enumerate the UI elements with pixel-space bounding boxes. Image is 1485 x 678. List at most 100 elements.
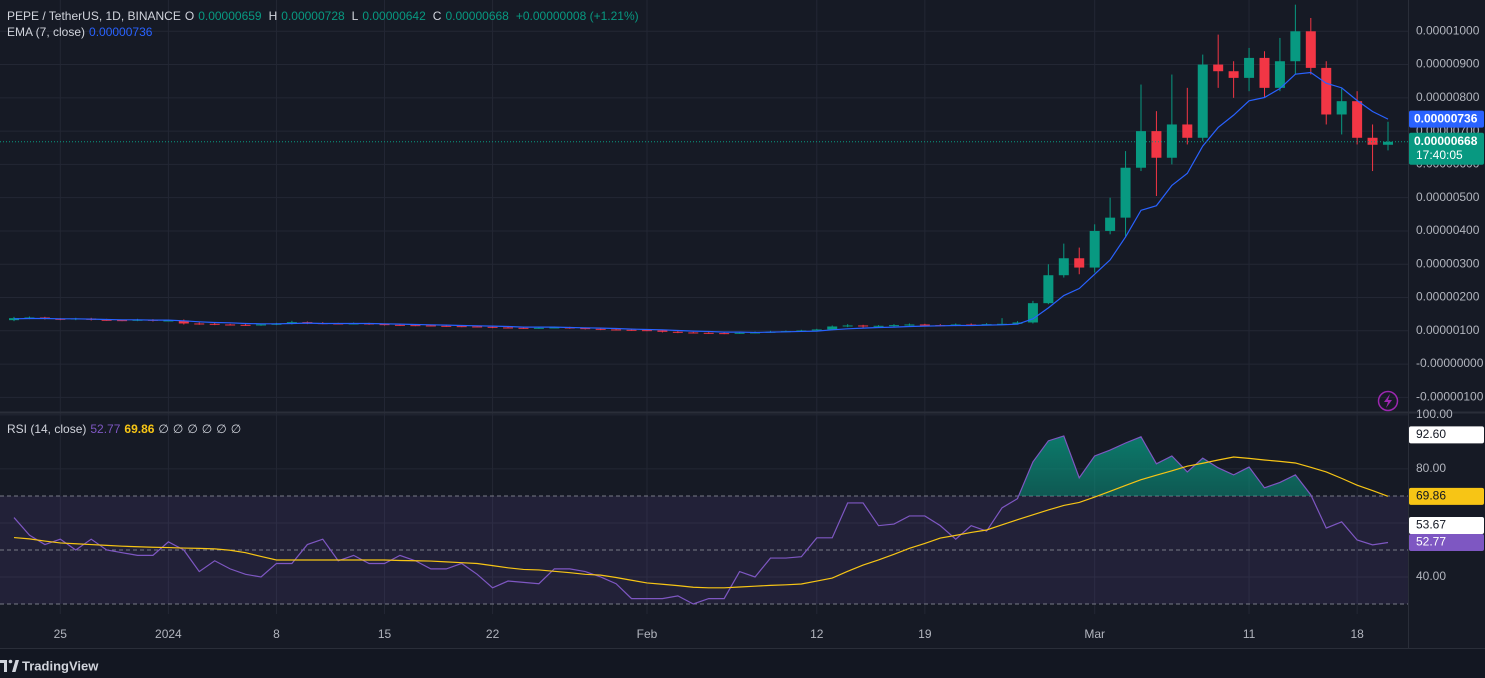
alert-icon[interactable] (1377, 390, 1399, 412)
candle-body (657, 330, 668, 332)
x-tick-label: 19 (918, 627, 932, 641)
legend-extra: ∅ (187, 422, 198, 436)
candle-body (1290, 31, 1301, 62)
legend-extra: ∅ (158, 422, 169, 436)
candle-body (101, 319, 112, 321)
candle-body (256, 324, 267, 326)
rsi-label: 52.77 (1416, 535, 1446, 549)
logo-dot (8, 659, 13, 664)
candle-body (194, 323, 205, 325)
y-tick-label: -0.00000000 (1416, 356, 1484, 370)
data-layer (0, 4, 1408, 605)
candle-body (904, 324, 915, 326)
logo-mark (0, 660, 7, 672)
alert-circle (1377, 390, 1399, 412)
indicator-value: 69.86 (124, 422, 155, 436)
candle-body (518, 327, 529, 329)
candle-body (1120, 167, 1131, 218)
legend-value: 0.00000728 (281, 9, 345, 23)
candle-body (209, 323, 220, 325)
legend-extra: ∅ (201, 422, 213, 436)
alert-bolt (1384, 394, 1392, 408)
legend-value: 0.00000642 (362, 9, 426, 23)
candle-body (1367, 137, 1378, 145)
candle-body (503, 327, 514, 329)
ema-line (13, 71, 1389, 334)
price-label-box (1409, 516, 1484, 534)
legend-key: H (268, 9, 278, 23)
candle-body (1012, 322, 1023, 324)
y-tick-label: 100.00 (1416, 407, 1453, 421)
candle-body (888, 325, 899, 327)
legend-key: O (184, 9, 195, 23)
y-tick-label: 0.00000500 (1416, 190, 1480, 204)
rsi-label: 53.67 (1416, 518, 1446, 532)
x-tick-label: 15 (378, 627, 392, 641)
y-tick-label: 0.00000200 (1416, 290, 1480, 304)
candle-body (117, 320, 128, 322)
candle-body (1321, 67, 1332, 115)
price-legend: PEPE / TetherUS, 1D, BINANCE O 0.00000659 H… (7, 8, 650, 40)
candle-body (1105, 217, 1116, 231)
y-tick-label: 0.00000300 (1416, 256, 1480, 270)
symbol-title[interactable]: PEPE / TetherUS, 1D, BINANCE (7, 9, 181, 23)
candle-body (1213, 64, 1224, 72)
indicator-value: 0.00000736 (89, 25, 153, 39)
legend-key: L (351, 9, 359, 23)
candle-body (873, 325, 884, 327)
candle-body (1197, 64, 1208, 138)
candle-body (1182, 124, 1193, 138)
candle-body (580, 328, 591, 330)
legend-extra: ∅ (230, 422, 242, 436)
candle-body (549, 327, 560, 329)
price-label-box (1409, 110, 1484, 128)
candle-body (626, 329, 637, 331)
candle-body (1043, 275, 1054, 304)
logo-mark (12, 660, 19, 672)
candle-body (1151, 131, 1162, 158)
candle-body (1228, 71, 1239, 78)
legend-change: +0.00000008 (+1.21%) (515, 9, 639, 23)
candle-body (672, 331, 683, 333)
candle-body (456, 326, 467, 328)
candle-body (595, 328, 606, 330)
rsi-label: 92.60 (1416, 427, 1446, 441)
x-tick-label: Mar (1084, 627, 1105, 641)
candle-body (688, 332, 699, 334)
ohlc-values: O 0.00000659 H 0.00000728 L 0.00000642 C 0.0000… (185, 9, 646, 23)
candle-body (1305, 31, 1316, 68)
y-tick-label: 80.00 (1416, 461, 1446, 475)
candle-body (842, 325, 853, 327)
rsi-line (13, 435, 1389, 605)
price-label: 0.00000736 (1414, 111, 1478, 125)
axis-layer: 25 2024 8 15 22 Feb 12 19 Mar 11 18 0.00001000 0.000… (54, 23, 1484, 641)
rsi-line (13, 456, 1389, 589)
candle-body (410, 325, 421, 327)
candle-body (240, 324, 251, 326)
legend-row: PEPE / TetherUS, 1D, BINANCE O 0.00000659 H… (7, 8, 650, 24)
candle-body (858, 325, 869, 327)
candle-body (1274, 61, 1285, 88)
indicator-name[interactable]: RSI (14, close) (7, 422, 87, 436)
rsi-label: 69.86 (1416, 488, 1446, 502)
logo[interactable]: TradingView (0, 658, 99, 673)
grid-layer (0, 0, 1408, 614)
footer-bar (0, 649, 1485, 678)
candle-body (1259, 57, 1270, 88)
x-tick-label: 8 (273, 627, 280, 641)
candle-body (719, 333, 730, 335)
candle-body (1074, 258, 1085, 268)
candle-body (394, 324, 405, 326)
candle-body (379, 324, 390, 326)
candle-body (533, 327, 544, 329)
candle-body (472, 326, 483, 328)
x-tick-label: 11 (1243, 627, 1256, 641)
indicator-name[interactable]: EMA (7, close) (7, 25, 86, 39)
x-tick-label: Feb (637, 627, 658, 641)
x-tick-label: 12 (810, 627, 824, 641)
price-label-box (1409, 533, 1484, 551)
logo-text: TradingView (22, 658, 99, 673)
legend-value: 0.00000659 (198, 9, 262, 23)
legend-extra: ∅ (172, 422, 184, 436)
